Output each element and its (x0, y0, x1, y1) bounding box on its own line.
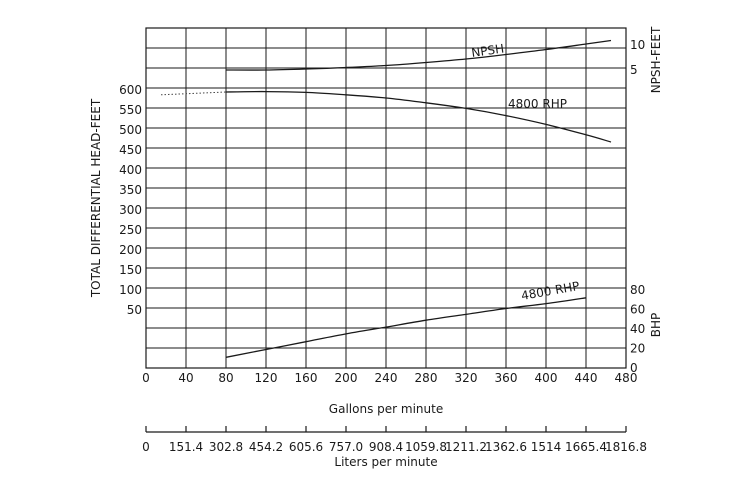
liters-tick-label: 1816.8 (605, 440, 647, 454)
bhp-tick-label: 60 (630, 303, 645, 317)
head-tick-label: 200 (119, 243, 142, 257)
x-axis-label: Gallons per minute (329, 402, 443, 416)
liters-tick-label: 1059.8 (405, 440, 447, 454)
x-tick-label: 160 (295, 371, 318, 385)
y-axis-label-bhp: BHP (649, 313, 663, 338)
tick-labels: 0 40 80 120 160 200 240 280 320 360 400 440 48050100… (119, 38, 645, 385)
liters-tick-label: 605.6 (289, 440, 323, 454)
head-tick-label: 600 (119, 83, 142, 97)
bhp-tick-label: 0 (630, 361, 638, 375)
head-curve (225, 90, 612, 143)
x-tick-label: 320 (455, 371, 478, 385)
x-tick-label: 120 (255, 371, 278, 385)
bhp-tick-label: 80 (630, 283, 645, 297)
npsh-tick-label: 10 (630, 38, 645, 52)
liters-tick-label: 454.2 (249, 440, 283, 454)
grid (146, 28, 626, 368)
x-tick-label: 400 (535, 371, 558, 385)
x-tick-label: 80 (218, 371, 233, 385)
x-tick-label: 480 (615, 371, 638, 385)
x-tick-label: 200 (335, 371, 358, 385)
liters-axis: 0 151.4 302.8 454.2 605.6 757.0 908.4 1059.8121… (142, 426, 647, 454)
liters-tick-label: 1665.4 (565, 440, 607, 454)
head-tick-label: 100 (119, 283, 142, 297)
liters-tick-label: 0 (142, 440, 150, 454)
head-tick-label: 50 (127, 303, 142, 317)
npsh-curve-label: NPSH (470, 42, 504, 60)
head-tick-label: 250 (119, 223, 142, 237)
liters-tick-label: 908.4 (369, 440, 403, 454)
liters-axis-label: Liters per minute (334, 455, 437, 469)
bhp-curve (225, 297, 587, 358)
head-tick-label: 300 (119, 203, 142, 217)
head-curve-extrapolation (160, 91, 227, 96)
head-tick-label: 350 (119, 183, 142, 197)
x-tick-label: 240 (375, 371, 398, 385)
x-tick-label: 280 (415, 371, 438, 385)
x-tick-label: 0 (142, 371, 150, 385)
head-tick-label: 450 (119, 143, 142, 157)
liters-tick-label: 302.8 (209, 440, 243, 454)
head-tick-label: 500 (119, 123, 142, 137)
liters-tick-label: 1362.6 (485, 440, 527, 454)
liters-tick-label: 1514 (531, 440, 562, 454)
x-tick-label: 440 (575, 371, 598, 385)
head-tick-label: 400 (119, 163, 142, 177)
liters-tick-label: 151.4 (169, 440, 203, 454)
plot-frame (145, 27, 627, 369)
liters-tick-label: 757.0 (329, 440, 363, 454)
bhp-tick-label: 40 (630, 322, 645, 336)
head-tick-label: 150 (119, 263, 142, 277)
y-axis-label-npsh: NPSH-FEET (649, 26, 663, 93)
head-tick-label: 550 (119, 103, 142, 117)
head-curve-label: 4800 RHP (508, 97, 567, 111)
npsh-tick-label: 5 (630, 63, 638, 77)
x-tick-label: 40 (178, 371, 193, 385)
npsh-curve (225, 39, 612, 71)
y-axis-label-left: TOTAL DIFFERENTIAL HEAD-FEET (89, 98, 103, 298)
bhp-tick-label: 20 (630, 342, 645, 356)
liters-tick-label: 1211.2 (445, 440, 487, 454)
x-tick-label: 360 (495, 371, 518, 385)
